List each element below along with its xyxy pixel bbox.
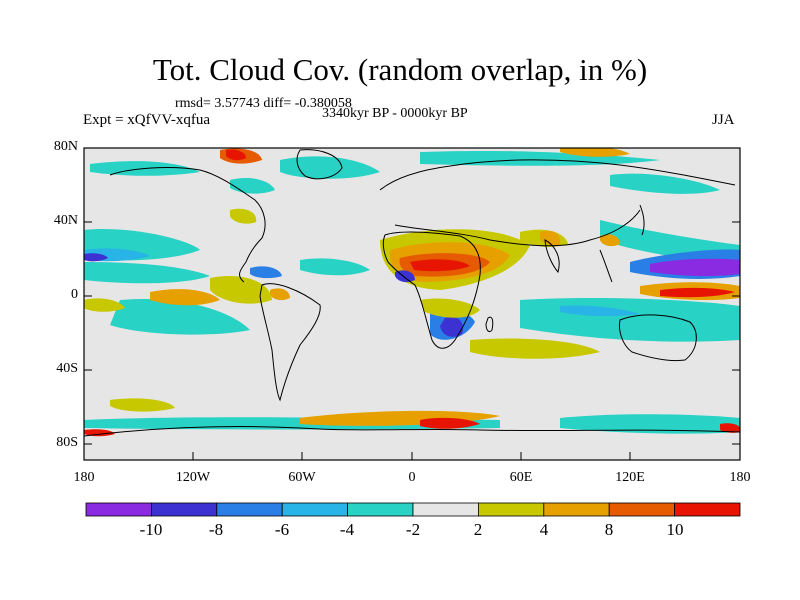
- lat-label-0: 0: [71, 287, 78, 302]
- colorbar-label-5: -2: [405, 520, 421, 539]
- lon-label-120w: 120W: [175, 470, 211, 485]
- colorbar: [85, 502, 741, 517]
- experiment-label: Expt = xQfVV-xqfua: [83, 112, 211, 128]
- colorbar-label-4: -4: [339, 520, 355, 539]
- colorbar-label-9: 10: [666, 520, 684, 539]
- lon-label-180e: 180: [729, 470, 751, 485]
- lon-label-60e: 60E: [509, 470, 533, 485]
- colorbar-swatch: [347, 502, 414, 517]
- colorbar-label-2: -8: [208, 520, 224, 539]
- colorbar-swatch: [216, 502, 283, 517]
- colorbar-swatch: [150, 502, 218, 517]
- lat-ticks: [84, 147, 740, 445]
- colorbar-label-1: -10: [139, 520, 163, 539]
- lat-label-40n: 40N: [53, 213, 78, 228]
- colorbar-swatch: [281, 502, 349, 517]
- lon-label-0: 0: [408, 470, 416, 485]
- colorbar-swatch: [412, 502, 479, 517]
- lon-label-60w: 60W: [288, 470, 316, 485]
- colorbar-swatch: [477, 502, 545, 517]
- colorbar-label-7: 4: [539, 520, 549, 539]
- stats-text: rmsd= 3.57743 diff= -0.380058: [175, 96, 352, 111]
- colorbar-swatch: [608, 502, 676, 517]
- season-label: JJA: [712, 112, 735, 128]
- coastlines: [83, 149, 741, 437]
- lat-label-40s: 40S: [56, 361, 78, 376]
- lat-label-80n: 80N: [53, 139, 78, 154]
- lon-label-180w: 180: [73, 470, 95, 485]
- anomaly-field: [84, 148, 740, 437]
- colorbar-label-6: 2: [473, 520, 483, 539]
- colorbar-swatch: [674, 502, 741, 517]
- colorbar-swatch: [543, 502, 610, 517]
- colorbar-swatch: [85, 502, 152, 517]
- period-text: 3340kyr BP - 0000kyr BP: [322, 106, 468, 121]
- lon-label-120e: 120E: [615, 470, 645, 485]
- plot-title: Tot. Cloud Cov. (random overlap, in %): [152, 52, 648, 87]
- colorbar-label-8: 8: [604, 520, 614, 539]
- lon-ticks: [83, 452, 741, 460]
- colorbar-label-3: -6: [274, 520, 290, 539]
- lat-label-80s: 80S: [56, 435, 78, 450]
